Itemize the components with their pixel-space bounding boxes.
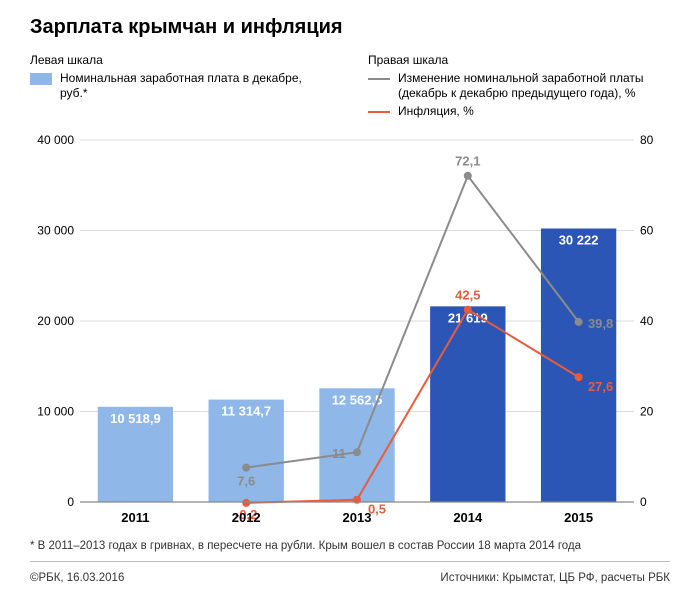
- svg-text:27,6: 27,6: [588, 379, 613, 394]
- legend-right-text-1: Изменение номинальной заработной платы (…: [398, 71, 670, 101]
- sources: Источники: Крымстат, ЦБ РФ, расчеты РБК: [440, 572, 670, 584]
- svg-text:0: 0: [640, 495, 647, 509]
- chart-container: Зарплата крымчан и инфляция Левая шкала …: [30, 16, 670, 552]
- legend-left: Левая шкала Номинальная заработная плата…: [30, 53, 332, 122]
- svg-text:7,6: 7,6: [237, 474, 255, 489]
- svg-text:30 222: 30 222: [559, 232, 599, 247]
- plot-svg: 0 10 000 20 000 30 000 40 000 0 20 40 60 80 10 518…: [30, 130, 670, 530]
- svg-text:11 314,7: 11 314,7: [221, 404, 271, 419]
- legend-left-text: Номинальная заработная плата в декабре, …: [60, 71, 332, 101]
- svg-text:2012: 2012: [232, 510, 261, 525]
- legend-right: Правая шкала Изменение номинальной зараб…: [368, 53, 670, 122]
- svg-text:20 000: 20 000: [37, 314, 74, 328]
- swatch-bar-icon: [30, 73, 52, 85]
- swatch-line-orange-icon: [368, 111, 390, 113]
- svg-text:12 562,5: 12 562,5: [332, 392, 383, 407]
- chart-title: Зарплата крымчан и инфляция: [30, 16, 670, 39]
- svg-text:11: 11: [332, 446, 346, 461]
- svg-text:10 518,9: 10 518,9: [110, 411, 161, 426]
- svg-text:39,8: 39,8: [588, 316, 613, 331]
- svg-text:42,5: 42,5: [455, 288, 480, 303]
- svg-text:30 000: 30 000: [37, 224, 74, 238]
- legend-right-header: Правая шкала: [368, 53, 670, 67]
- svg-text:2013: 2013: [343, 510, 372, 525]
- legend-left-header: Левая шкала: [30, 53, 332, 67]
- svg-text:80: 80: [640, 133, 654, 147]
- svg-text:60: 60: [640, 224, 654, 238]
- plot-area: 0 10 000 20 000 30 000 40 000 0 20 40 60 80 10 518…: [30, 130, 670, 530]
- legend-left-item: Номинальная заработная плата в декабре, …: [30, 71, 332, 101]
- copyright: ©РБК, 16.03.2016: [30, 572, 124, 584]
- legend-right-text-2: Инфляция, %: [398, 104, 474, 119]
- divider: [30, 561, 670, 562]
- svg-text:40: 40: [640, 314, 654, 328]
- swatch-line-gray-icon: [368, 78, 390, 80]
- legend-right-item-1: Изменение номинальной заработной платы (…: [368, 71, 670, 101]
- legend-block: Левая шкала Номинальная заработная плата…: [30, 53, 670, 122]
- svg-text:72,1: 72,1: [455, 154, 480, 169]
- svg-text:2014: 2014: [453, 510, 483, 525]
- svg-text:20: 20: [640, 405, 654, 419]
- svg-text:0: 0: [67, 495, 74, 509]
- footnote: * В 2011–2013 годах в гривнах, в пересче…: [30, 540, 670, 552]
- legend-right-item-2: Инфляция, %: [368, 104, 670, 119]
- svg-text:2011: 2011: [121, 510, 149, 525]
- svg-text:10 000: 10 000: [37, 405, 74, 419]
- svg-text:40 000: 40 000: [37, 133, 74, 147]
- svg-text:2015: 2015: [564, 510, 593, 525]
